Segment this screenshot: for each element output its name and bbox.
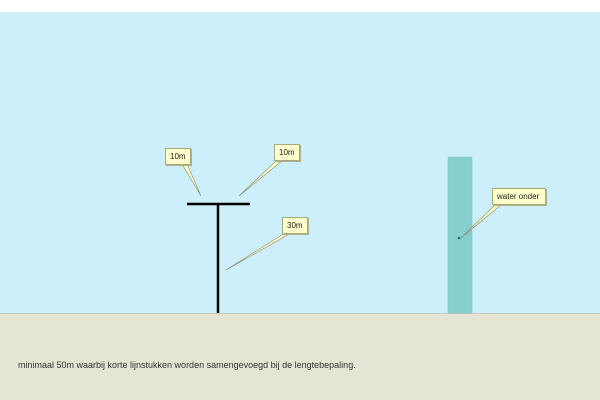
water-marker-dot: [457, 236, 461, 240]
leader-segment-left: [181, 163, 202, 197]
leader-pole: [225, 232, 293, 271]
callout-pole: 30m: [282, 217, 308, 234]
leader-segment-right: [238, 159, 284, 197]
sky-area: [0, 12, 600, 313]
callout-water: water onder: [492, 188, 546, 205]
footnote-text: minimaal 50m waarbij korte lijnstukken w…: [18, 360, 356, 370]
ground-area: [0, 313, 600, 400]
water-column: [447, 156, 473, 314]
callout-segment-left: 10m: [165, 148, 191, 165]
callout-segment-right: 10m: [274, 144, 300, 161]
